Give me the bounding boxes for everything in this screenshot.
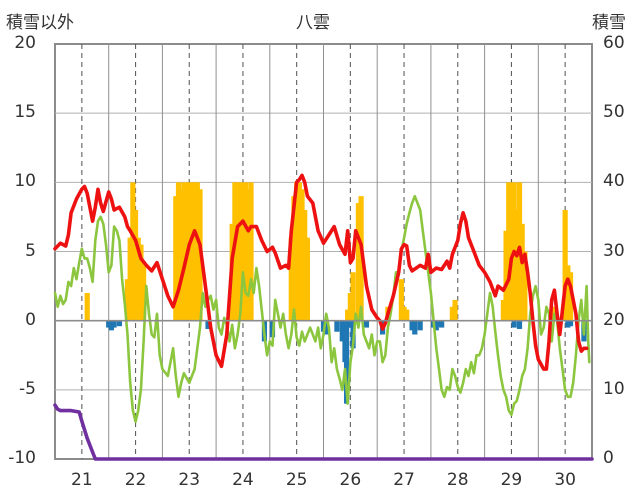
x-tick-label: 26: [339, 470, 362, 490]
snow-depth-line: [53, 403, 594, 461]
bar: [345, 309, 351, 321]
bar: [417, 320, 423, 331]
right-tick-label: 30: [603, 240, 625, 261]
bar: [116, 320, 123, 327]
bar: [240, 182, 246, 321]
right-tick-label: 10: [603, 378, 625, 399]
bar: [192, 182, 198, 321]
bar: [245, 189, 251, 321]
bar: [565, 320, 571, 328]
left-tick-label: 20: [14, 33, 36, 53]
bar: [565, 265, 571, 321]
bar: [363, 320, 370, 328]
left-tick-label: 15: [14, 102, 36, 123]
bar: [138, 244, 144, 321]
bar: [339, 320, 345, 342]
x-tick-label: 23: [178, 470, 201, 490]
bar: [567, 320, 574, 327]
x-tick-label: 28: [446, 470, 469, 490]
bar: [439, 320, 445, 328]
bar: [130, 182, 136, 321]
bar: [234, 182, 241, 321]
bar: [355, 203, 362, 321]
bar: [243, 182, 249, 321]
right-tick-label: 60: [603, 33, 625, 53]
bar: [124, 279, 131, 321]
bar: [347, 293, 353, 321]
bar: [562, 210, 568, 321]
right-axis-label: 積雪: [592, 13, 626, 33]
bar: [500, 299, 506, 321]
bar: [334, 320, 340, 332]
chart-title: 八雲: [296, 13, 330, 33]
bar: [398, 279, 404, 321]
x-tick-label: 21: [71, 470, 93, 490]
bar: [108, 320, 114, 331]
right-tick-label: 40: [603, 171, 625, 192]
bar: [294, 182, 300, 321]
bar: [404, 309, 410, 321]
x-tick-label: 30: [554, 470, 576, 490]
bar: [173, 196, 179, 321]
bar: [178, 189, 184, 321]
bar: [175, 182, 182, 321]
bar: [433, 320, 439, 331]
left-tick-label: 10: [14, 171, 36, 192]
bar: [503, 230, 509, 321]
bar: [304, 237, 310, 321]
bar: [409, 320, 415, 331]
bar: [343, 320, 350, 404]
left-tick-label: 0: [25, 309, 36, 330]
bar: [514, 210, 520, 321]
temperature-line: [53, 173, 589, 371]
bar: [299, 189, 305, 321]
right-tick-label: 50: [603, 102, 625, 123]
bar: [291, 196, 297, 321]
left-axis-label: 積雪以外: [6, 13, 74, 33]
bar: [106, 320, 112, 328]
bar: [296, 182, 302, 321]
bar: [436, 320, 442, 327]
bar: [141, 265, 147, 321]
x-tick-label: 29: [500, 470, 523, 490]
x-tick-label: 25: [285, 470, 308, 490]
bar: [522, 251, 528, 321]
bar: [302, 210, 308, 321]
bar: [248, 182, 254, 321]
left-tick-label: 5: [25, 240, 36, 261]
x-tick-label: 22: [124, 470, 147, 490]
bar: [347, 320, 353, 328]
right-tick-label: 0: [603, 448, 614, 468]
bar: [412, 320, 418, 335]
x-tick-label: 27: [393, 470, 415, 490]
bar: [288, 237, 294, 321]
bar: [323, 320, 329, 335]
bar: [452, 299, 458, 321]
bar: [508, 182, 515, 321]
bar: [132, 210, 139, 321]
bar: [181, 182, 187, 321]
bar: [135, 237, 141, 321]
bar: [350, 272, 356, 321]
bar: [511, 320, 517, 328]
bar: [516, 320, 523, 329]
bar: [237, 182, 243, 321]
bar: [194, 182, 200, 321]
bar: [401, 306, 407, 321]
bar: [189, 182, 195, 321]
left-tick-label: -10: [8, 448, 36, 468]
bar: [205, 320, 211, 329]
bar: [506, 182, 512, 321]
bar: [449, 306, 455, 321]
bar: [127, 237, 133, 321]
bar: [567, 272, 574, 321]
right-tick-label: 20: [603, 309, 625, 330]
left-tick-label: -5: [19, 378, 36, 399]
bar: [111, 320, 117, 328]
bar: [519, 223, 525, 321]
x-tick-label: 24: [232, 470, 254, 490]
bar: [84, 293, 90, 321]
